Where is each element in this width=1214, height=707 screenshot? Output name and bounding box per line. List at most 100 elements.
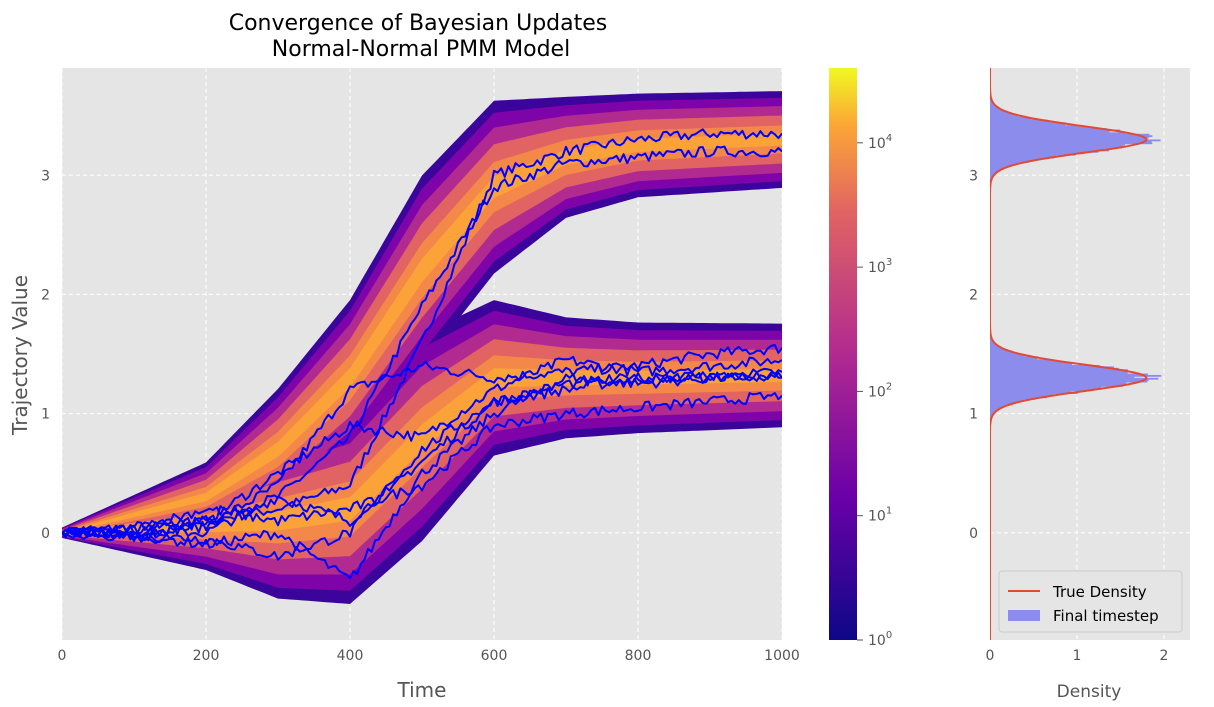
histogram-bar xyxy=(990,165,1012,168)
histogram-bar xyxy=(990,135,1153,138)
histogram-bar xyxy=(990,403,1013,406)
histogram-bar xyxy=(990,142,1153,145)
chart-title-line-1: Convergence of Bayesian Updates xyxy=(229,11,608,36)
main-x-tick-label: 600 xyxy=(481,648,508,664)
main-y-tick-label: 2 xyxy=(41,287,50,303)
histogram-bar xyxy=(990,122,1067,125)
histogram-bar xyxy=(990,356,1039,359)
histogram-bar xyxy=(990,344,998,347)
histogram-bar xyxy=(990,399,1024,402)
histogram-bar xyxy=(990,105,997,108)
main-x-tick-label: 200 xyxy=(193,648,220,664)
histogram-bar xyxy=(990,159,1032,162)
histogram-bar xyxy=(990,123,1065,126)
histogram-bar xyxy=(990,153,1076,156)
histogram-bar xyxy=(990,160,1029,163)
histogram-bar xyxy=(990,158,1040,160)
main-x-ticks: 0 200 400 600 800 1000 xyxy=(58,648,800,664)
histogram-bar xyxy=(990,369,1128,372)
histogram-bar xyxy=(990,148,1105,150)
main-y-axis-label: Trajectory Value xyxy=(8,275,32,436)
histogram-bar xyxy=(990,376,1135,379)
density-x-tick-label: 2 xyxy=(1159,648,1168,664)
histogram-bar xyxy=(990,126,1091,129)
histogram-bar xyxy=(990,150,1099,153)
histogram-bar xyxy=(990,387,1102,390)
main-y-tick-label: 1 xyxy=(41,407,50,423)
histogram-bar xyxy=(990,128,1107,130)
legend-true-density-label: True Density xyxy=(1052,583,1147,601)
histogram-bar xyxy=(990,357,1038,360)
main-x-axis-label: Time xyxy=(397,678,447,702)
histogram-bar xyxy=(990,169,1001,172)
histogram-bar xyxy=(990,402,1014,404)
main-y-tick-label: 0 xyxy=(41,526,50,542)
histogram-bar xyxy=(990,172,996,175)
trajectory-line-7 xyxy=(62,391,782,539)
histogram-bar xyxy=(990,380,1148,383)
legend-final-timestep-patch-icon xyxy=(1008,610,1040,621)
histogram-bar xyxy=(990,140,1152,143)
histogram-bar xyxy=(990,163,1016,166)
histogram-bar xyxy=(990,136,1149,139)
density-band-upper xyxy=(62,115,782,536)
histogram-bar xyxy=(990,130,1110,133)
histogram-bar xyxy=(990,145,1123,148)
main-y-tick-label: 3 xyxy=(41,168,50,184)
histogram-bar xyxy=(990,400,1021,403)
chart-title-line-2: Normal-Normal PMM Model xyxy=(272,37,570,62)
legend: True Density Final timestep xyxy=(998,570,1183,633)
colorbar-tick-label: 103 xyxy=(868,257,892,276)
histogram-bar xyxy=(990,170,999,173)
histogram-bar xyxy=(990,405,1007,407)
histogram-bar xyxy=(990,132,1126,135)
colorbar-tick-label: 101 xyxy=(868,506,892,525)
histogram-bar xyxy=(990,407,1001,410)
histogram-bar xyxy=(990,143,1126,146)
colorbar: 100 101 102 103 104 xyxy=(829,68,892,649)
final-timestep-histogram xyxy=(990,86,1162,433)
histogram-bar xyxy=(990,116,1029,119)
histogram-bar xyxy=(990,409,999,412)
histogram-bar xyxy=(990,103,995,106)
density-plot-area: 0 1 2 0 1 2 3 True Density Final timestep xyxy=(969,68,1190,664)
histogram-bar xyxy=(990,133,1150,136)
colorbar-tick-label: 104 xyxy=(868,133,892,152)
histogram-bar xyxy=(990,149,1110,152)
histogram-bar xyxy=(990,406,1002,409)
histogram-bar xyxy=(990,120,1051,123)
density-x-tick-label: 1 xyxy=(1072,648,1081,664)
main-plot-area: 0 200 400 600 800 1000 0 1 2 3 xyxy=(41,68,800,664)
density-x-tick-label: 0 xyxy=(986,648,995,664)
colorbar-gradient xyxy=(829,68,857,640)
histogram-bar xyxy=(990,113,1014,116)
histogram-bar xyxy=(990,364,1100,367)
histogram-bar xyxy=(990,379,1149,382)
trajectory-line-6 xyxy=(62,371,782,580)
histogram-bar xyxy=(990,156,1055,159)
histogram-bar xyxy=(990,382,1127,384)
histogram-bar xyxy=(990,389,1093,392)
histogram-bar xyxy=(990,390,1072,393)
histogram-bar xyxy=(990,168,1004,170)
histogram-bar xyxy=(990,146,1123,149)
histogram-bar xyxy=(990,152,1085,155)
histogram-bar xyxy=(990,346,1000,349)
histogram-bar xyxy=(990,413,994,416)
histogram-bar xyxy=(990,352,1017,354)
histogram-bar xyxy=(990,339,993,342)
legend-box xyxy=(998,570,1183,633)
histogram-bar xyxy=(990,370,1130,373)
trajectory-lines xyxy=(62,128,782,580)
main-y-ticks: 0 1 2 3 xyxy=(41,168,50,542)
true-density-curve-group xyxy=(990,68,1148,640)
histogram-bar xyxy=(990,342,995,344)
histogram-bar xyxy=(990,175,994,178)
histogram-bar xyxy=(990,106,999,109)
main-x-tick-label: 800 xyxy=(625,648,652,664)
density-x-axis-label: Density xyxy=(1057,682,1122,702)
histogram-bar xyxy=(990,392,1078,394)
legend-final-timestep-label: Final timestep xyxy=(1053,607,1159,625)
histogram-bar xyxy=(990,374,1162,377)
